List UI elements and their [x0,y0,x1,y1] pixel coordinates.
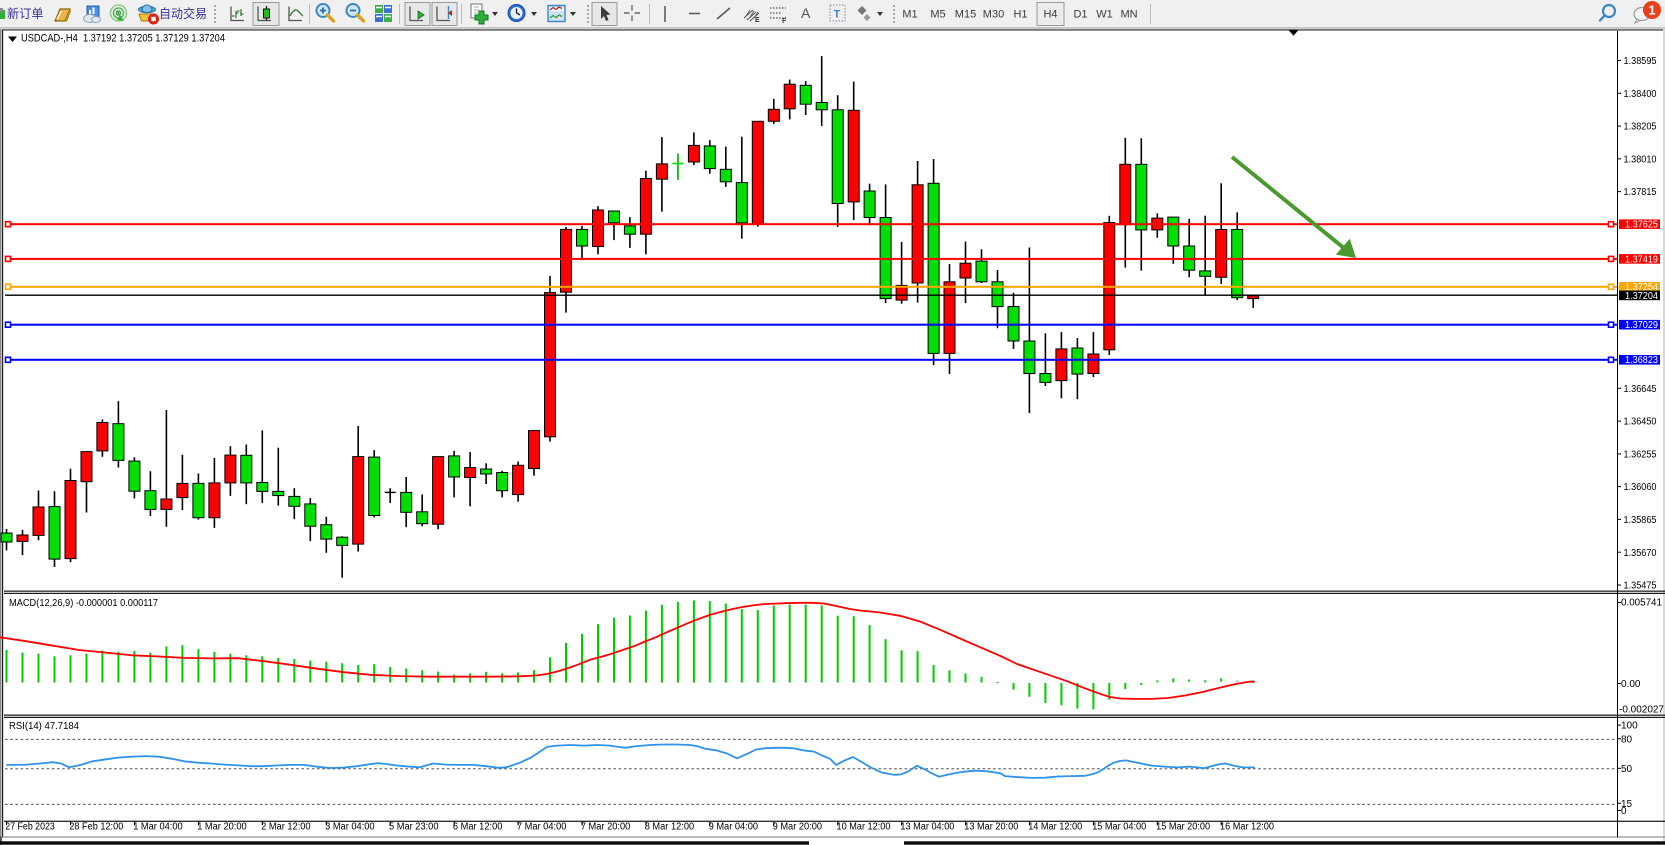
svg-text:80: 80 [1621,734,1633,745]
svg-text:RSI(14) 47.7184: RSI(14) 47.7184 [9,720,79,732]
svg-text:-0.002027: -0.002027 [1619,705,1664,716]
svg-text:1.36645: 1.36645 [1624,384,1657,395]
svg-text:M1: M1 [902,9,917,21]
svg-text:9 Mar 20:00: 9 Mar 20:00 [773,822,823,833]
svg-text:5 Mar 23:00: 5 Mar 23:00 [389,822,439,833]
svg-text:1.36450: 1.36450 [1624,417,1657,428]
svg-text:1.37419: 1.37419 [1625,254,1658,265]
svg-text:MN: MN [1120,9,1137,21]
svg-text:0.00: 0.00 [1621,679,1641,690]
svg-text:15 Mar 04:00: 15 Mar 04:00 [1092,822,1146,833]
svg-text:M5: M5 [930,9,945,21]
svg-text:8 Mar 12:00: 8 Mar 12:00 [645,822,695,833]
svg-text:M30: M30 [983,9,1004,21]
svg-text:新订单: 新订单 [7,6,44,21]
svg-text:7 Mar 20:00: 7 Mar 20:00 [581,822,631,833]
svg-text:13 Mar 20:00: 13 Mar 20:00 [964,822,1018,833]
svg-text:USDCAD-,H4 1.37192 1.37205 1.: USDCAD-,H4 1.37192 1.37205 1.37129 1.372… [21,33,225,45]
svg-text:16 Mar 12:00: 16 Mar 12:00 [1220,822,1274,833]
svg-text:9 Mar 04:00: 9 Mar 04:00 [709,822,759,833]
svg-text:28 Feb 12:00: 28 Feb 12:00 [69,822,123,833]
svg-text:1.38595: 1.38595 [1624,56,1657,67]
svg-text:1.37254: 1.37254 [1625,282,1658,293]
svg-text:14 Mar 12:00: 14 Mar 12:00 [1028,822,1082,833]
svg-text:E: E [755,17,760,24]
svg-text:M15: M15 [955,9,976,21]
svg-text:1.36255: 1.36255 [1624,450,1657,461]
svg-text:H1: H1 [1013,9,1027,21]
svg-text:1.37625: 1.37625 [1625,220,1658,231]
svg-text:1.37815: 1.37815 [1624,187,1657,198]
svg-text:1.35670: 1.35670 [1624,548,1657,559]
svg-text:1.35475: 1.35475 [1624,581,1657,592]
svg-text:A: A [801,5,811,21]
svg-text:100: 100 [1621,721,1638,732]
svg-text:10 Mar 12:00: 10 Mar 12:00 [837,822,891,833]
svg-text:自动交易: 自动交易 [159,6,207,21]
svg-text:D1: D1 [1073,9,1087,21]
svg-text:1.37204: 1.37204 [1625,291,1658,302]
svg-text:13 Mar 04:00: 13 Mar 04:00 [900,822,954,833]
svg-text:7 Mar 04:00: 7 Mar 04:00 [517,822,567,833]
svg-text:3 Mar 04:00: 3 Mar 04:00 [325,822,375,833]
svg-text:F: F [782,18,787,25]
svg-text:1.38400: 1.38400 [1624,89,1657,100]
svg-text:15 Mar 20:00: 15 Mar 20:00 [1156,822,1210,833]
svg-text:1.38010: 1.38010 [1624,154,1657,165]
svg-text:1 Mar 20:00: 1 Mar 20:00 [197,822,247,833]
svg-text:H4: H4 [1043,9,1057,21]
svg-text:1.38205: 1.38205 [1624,122,1657,133]
svg-text:1: 1 [1648,3,1655,18]
svg-text:2 Mar 12:00: 2 Mar 12:00 [261,822,311,833]
svg-text:1 Mar 04:00: 1 Mar 04:00 [133,822,183,833]
svg-text:0: 0 [1621,806,1627,817]
svg-text:50: 50 [1621,764,1633,775]
svg-text:27 Feb 2023: 27 Feb 2023 [5,822,55,833]
svg-text:1.35865: 1.35865 [1624,515,1657,526]
svg-text:15: 15 [1621,799,1633,810]
svg-text:1.37029: 1.37029 [1625,320,1658,331]
svg-text:1.36060: 1.36060 [1624,482,1657,493]
svg-text:0.005741: 0.005741 [1621,598,1662,609]
svg-text:W1: W1 [1096,9,1113,21]
svg-text:6 Mar 12:00: 6 Mar 12:00 [453,822,503,833]
svg-text:MACD(12,26,9) -0.000001 0.0001: MACD(12,26,9) -0.000001 0.000117 [9,597,158,609]
svg-text:1.36823: 1.36823 [1625,355,1658,366]
svg-text:T: T [834,9,841,21]
